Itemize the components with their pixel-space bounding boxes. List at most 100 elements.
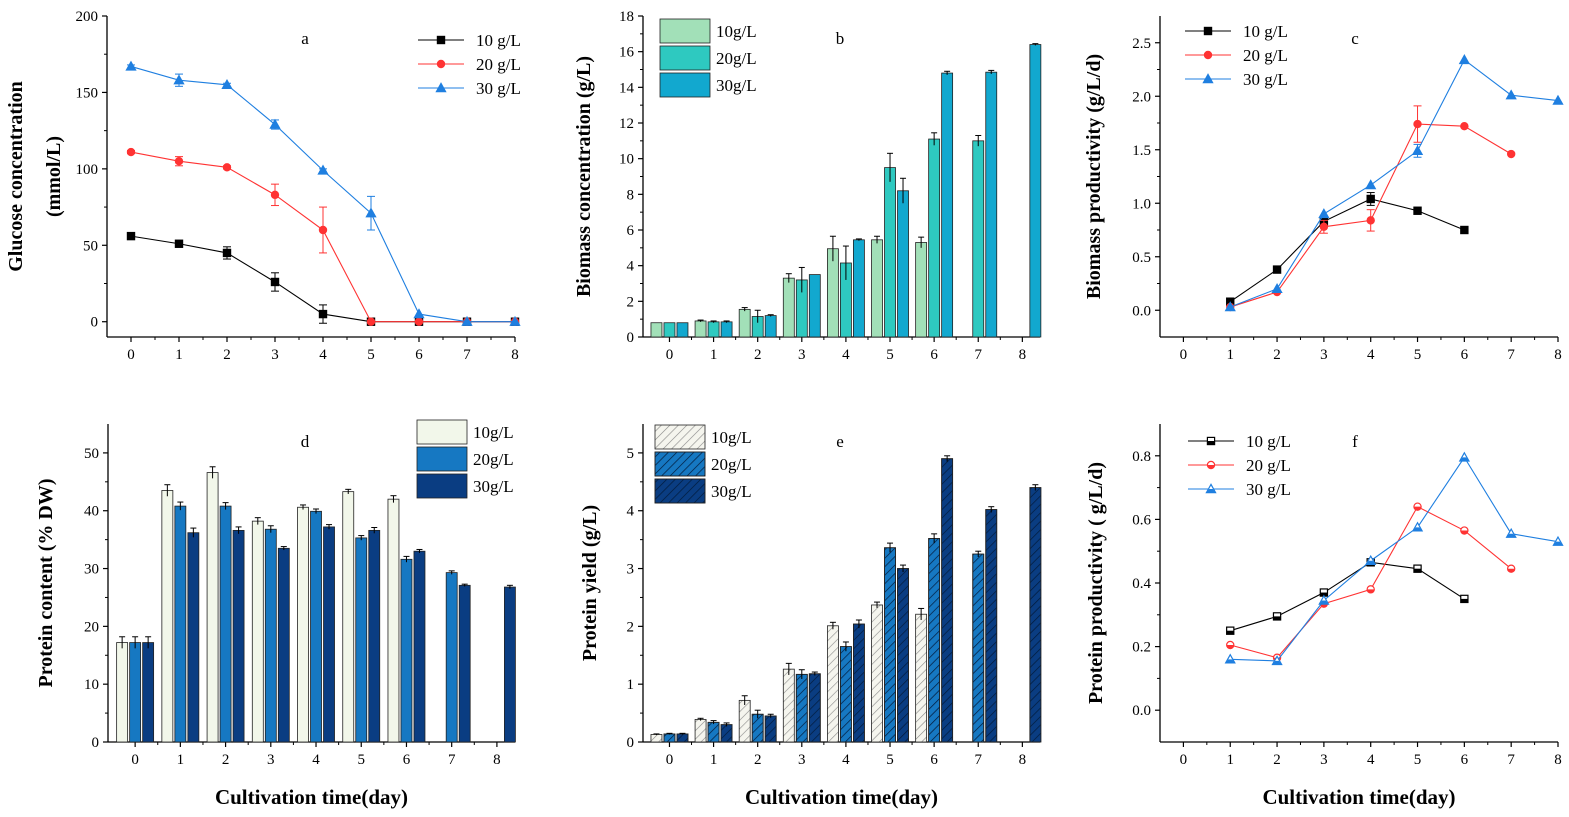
legend-swatch bbox=[659, 18, 711, 44]
data-point-triangle bbox=[1224, 301, 1236, 312]
data-point-triangle-fill bbox=[1206, 489, 1216, 493]
x-tick-label: 4 bbox=[319, 347, 327, 363]
y-tick-label: 0.5 bbox=[1132, 250, 1151, 266]
bar bbox=[232, 529, 245, 743]
panel-label: c bbox=[1351, 29, 1359, 48]
data-point-square bbox=[318, 309, 328, 319]
bar bbox=[738, 308, 751, 338]
bar bbox=[764, 315, 777, 338]
legend-label: 10 g/L bbox=[1243, 22, 1288, 41]
bar bbox=[827, 625, 839, 743]
x-tick-label: 7 bbox=[1507, 347, 1515, 363]
data-point-triangle-fill bbox=[1506, 533, 1516, 538]
bar bbox=[707, 321, 720, 338]
x-tick-label: 4 bbox=[1367, 752, 1375, 768]
y-tick-label: 18 bbox=[619, 9, 634, 25]
bar-hatch bbox=[853, 623, 865, 743]
data-point-triangle bbox=[1318, 208, 1330, 219]
data-point-triangle bbox=[173, 74, 185, 85]
data-point-square-fill bbox=[1207, 441, 1215, 445]
data-point-circle bbox=[1506, 149, 1516, 159]
x-tick-label: 6 bbox=[1461, 752, 1469, 768]
data-point-circle bbox=[414, 317, 424, 326]
y-tick-label: 50 bbox=[83, 238, 98, 254]
x-tick-label: 4 bbox=[842, 752, 850, 768]
x-tick-label: 6 bbox=[930, 347, 938, 363]
bar bbox=[504, 586, 516, 743]
panel-label: a bbox=[301, 29, 309, 48]
data-point-square bbox=[436, 35, 446, 45]
data-point-circle bbox=[1460, 122, 1469, 131]
data-point-triangle bbox=[435, 82, 447, 93]
bar bbox=[400, 558, 413, 743]
bar bbox=[1029, 44, 1042, 338]
data-point-circle-fill bbox=[1460, 530, 1468, 535]
x-tick-label: 4 bbox=[1367, 347, 1375, 363]
x-axis-label: Cultivation time(day) bbox=[215, 785, 408, 809]
data-point-triangle bbox=[1411, 144, 1424, 156]
data-point-circle bbox=[1366, 216, 1375, 225]
legend-label: 10 g/L bbox=[476, 31, 521, 50]
y-tick-label: 6 bbox=[627, 223, 635, 239]
x-tick-label: 0 bbox=[127, 347, 135, 363]
data-point-triangle bbox=[1458, 54, 1470, 65]
data-point-triangle bbox=[1202, 73, 1214, 84]
data-point-square-fill bbox=[1226, 630, 1234, 635]
y-axis-label: Biomass concentration (g/L) bbox=[573, 56, 595, 297]
x-tick-label: 7 bbox=[448, 752, 456, 768]
bar bbox=[853, 239, 865, 338]
y-axis-label: Protein productivity ( g/L/d) bbox=[1085, 462, 1107, 704]
x-tick-label: 5 bbox=[1414, 752, 1422, 768]
bar-hatch bbox=[707, 721, 720, 743]
series-line-10-g-L bbox=[1230, 561, 1465, 632]
bar bbox=[310, 510, 322, 743]
bar bbox=[342, 491, 355, 743]
data-point-square-fill bbox=[1273, 616, 1281, 620]
bar bbox=[445, 572, 458, 743]
bar bbox=[174, 505, 187, 743]
data-point-triangle-fill bbox=[1225, 659, 1235, 663]
legend-swatch bbox=[416, 446, 468, 472]
y-tick-label: 0.0 bbox=[1132, 703, 1151, 719]
bar bbox=[663, 322, 676, 338]
x-tick-label: 7 bbox=[1507, 752, 1515, 768]
legend-swatch-hatch bbox=[654, 478, 706, 504]
legend-label: 30g/L bbox=[716, 76, 757, 95]
y-axis-label: (mmol/L) bbox=[43, 136, 65, 217]
bar bbox=[277, 547, 290, 743]
data-point-triangle-fill bbox=[1319, 600, 1329, 605]
series-line-20-g-L bbox=[1230, 505, 1512, 659]
bar-hatch bbox=[897, 568, 909, 743]
bar bbox=[897, 190, 909, 338]
x-tick-label: 2 bbox=[1273, 347, 1281, 363]
data-point-square bbox=[174, 239, 184, 248]
y-tick-label: 30 bbox=[84, 562, 99, 578]
data-point-circle bbox=[366, 317, 376, 326]
x-tick-label: 5 bbox=[886, 347, 894, 363]
y-tick-label: 1.5 bbox=[1132, 143, 1151, 159]
data-point-square bbox=[1272, 265, 1282, 274]
x-tick-label: 2 bbox=[754, 752, 762, 768]
data-point-circle bbox=[1203, 50, 1213, 60]
data-point-triangle-fill bbox=[1272, 660, 1282, 665]
x-tick-label: 7 bbox=[974, 752, 982, 768]
x-tick-label: 4 bbox=[842, 347, 850, 363]
data-point-circle-fill bbox=[1507, 568, 1515, 573]
bar bbox=[676, 322, 689, 338]
bar bbox=[694, 719, 707, 743]
y-tick-label: 40 bbox=[84, 504, 99, 520]
bar-hatch bbox=[884, 547, 896, 743]
y-tick-label: 20 bbox=[84, 619, 99, 635]
bar bbox=[116, 642, 129, 743]
bar bbox=[694, 320, 707, 338]
bar-hatch bbox=[808, 673, 821, 743]
x-tick-label: 8 bbox=[1019, 752, 1027, 768]
legend-label: 30 g/L bbox=[476, 79, 521, 98]
data-point-square-fill bbox=[1413, 568, 1422, 573]
bar bbox=[650, 734, 663, 743]
x-tick-label: 0 bbox=[131, 752, 139, 768]
data-point-circle-fill bbox=[1226, 645, 1234, 649]
x-tick-label: 5 bbox=[367, 347, 375, 363]
